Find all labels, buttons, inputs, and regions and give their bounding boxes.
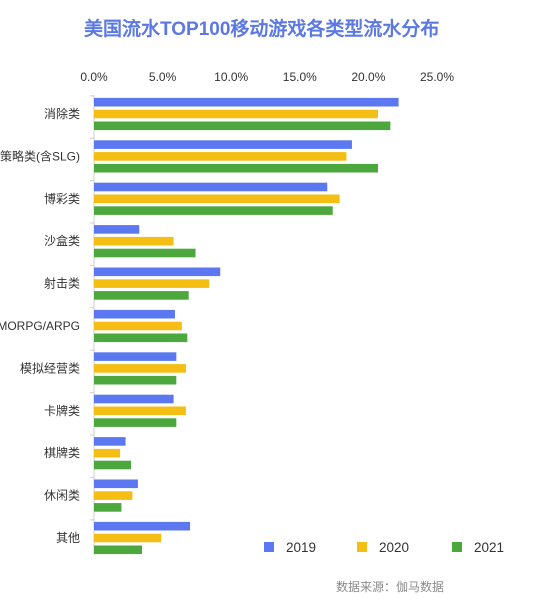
bar-2019-7 (94, 394, 174, 404)
bar-2019-4 (94, 267, 221, 277)
bar-2021-7 (94, 418, 177, 427)
legend-swatch-2019 (264, 542, 274, 552)
bar-2019-9 (94, 479, 138, 489)
bar-2021-6 (94, 375, 177, 385)
category-label: 休闲类 (44, 489, 80, 503)
x-tick-label: 20.0% (351, 70, 385, 84)
bar-2020-1 (94, 152, 347, 161)
category-label: 策略类(含SLG) (0, 148, 80, 163)
bar-2020-7 (94, 406, 186, 416)
bar-2021-2 (94, 206, 333, 215)
bar-2021-3 (94, 248, 196, 258)
source-note: 数据来源：伽马数据 (336, 580, 445, 594)
legend-item-2021: 2021 (452, 538, 504, 556)
bar-2019-10 (94, 521, 191, 531)
legend-swatch-2021 (452, 542, 462, 552)
category-label: 模拟经营类 (20, 361, 80, 375)
bar-2019-3 (94, 225, 140, 234)
x-tick-label: 25.0% (420, 70, 454, 84)
x-tick-label: 15.0% (283, 70, 317, 84)
bar-2019-0 (94, 97, 399, 107)
legend-label-2019: 2019 (286, 539, 317, 555)
category-label: MMORPG/ARPG (0, 319, 80, 333)
bar-2020-4 (94, 279, 210, 288)
bar-2019-6 (94, 352, 177, 361)
bar-2019-2 (94, 182, 328, 192)
bar-2020-10 (94, 533, 162, 543)
category-label: 博彩类 (44, 191, 80, 206)
bar-2019-1 (94, 140, 352, 149)
legend-item-2019: 2019 (264, 538, 316, 556)
category-label: 沙盒类 (44, 233, 80, 248)
category-label: 其他 (56, 531, 80, 545)
bar-2020-2 (94, 194, 340, 204)
bar-2020-5 (94, 321, 182, 331)
bar-2021-8 (94, 460, 132, 470)
bar-2021-0 (94, 121, 391, 131)
category-label: 卡牌类 (44, 404, 80, 418)
category-label: 棋牌类 (44, 446, 80, 460)
legend-label-2021: 2021 (474, 539, 505, 555)
chart-title: 美国流水TOP100移动游戏各类型流水分布 (84, 19, 440, 40)
bar-2021-5 (94, 333, 188, 343)
bar-2020-0 (94, 109, 379, 119)
bar-2019-5 (94, 309, 175, 319)
x-tick-label: 0.0% (80, 70, 108, 84)
bar-2021-1 (94, 163, 379, 173)
x-tick-label: 5.0% (149, 70, 177, 84)
bar-2020-8 (94, 448, 121, 458)
bar-2020-6 (94, 364, 186, 373)
bar-2021-4 (94, 291, 189, 300)
category-label: 消除类 (44, 106, 80, 121)
legend-label-2020: 2020 (379, 539, 410, 555)
legend-item-2020: 2020 (357, 538, 409, 556)
bar-2021-10 (94, 545, 143, 555)
bar-2021-9 (94, 503, 122, 512)
bar-2020-3 (94, 236, 174, 246)
x-tick-label: 10.0% (214, 70, 248, 84)
bar-2019-8 (94, 437, 126, 446)
legend-swatch-2020 (357, 542, 367, 552)
bar-2020-9 (94, 491, 133, 500)
category-label: 射击类 (44, 276, 80, 291)
